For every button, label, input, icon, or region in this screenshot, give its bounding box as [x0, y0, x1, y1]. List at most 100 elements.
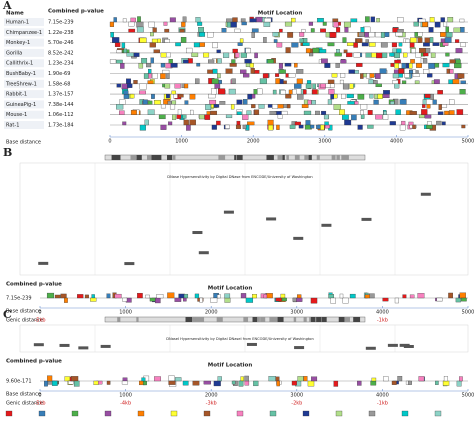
- chromosome-ideogram: [104, 316, 366, 323]
- motif-box: [421, 109, 428, 115]
- motif-box: [145, 294, 150, 299]
- motif-box: [229, 63, 237, 67]
- ideogram-band: [195, 317, 201, 322]
- motif-box: [279, 28, 283, 33]
- motif-box: [231, 78, 236, 84]
- motif-box: [348, 69, 355, 74]
- motif-box: [206, 111, 211, 115]
- motif-box: [157, 38, 161, 43]
- motif-box: [239, 38, 244, 43]
- axis-tick-label: 1000: [119, 393, 132, 399]
- motif-box: [113, 17, 117, 23]
- motif-box: [329, 32, 337, 38]
- motif-box: [253, 89, 258, 95]
- motif-box: [432, 42, 440, 46]
- dnase-signal: [293, 236, 304, 240]
- ideogram-band: [341, 155, 348, 160]
- motif-box: [380, 32, 385, 38]
- motif-box: [130, 17, 136, 23]
- motif-box: [170, 63, 178, 68]
- ideogram-band: [245, 317, 249, 322]
- motif-box: [106, 380, 111, 385]
- text: Combined p-value: [6, 359, 62, 365]
- motif-box: [320, 83, 326, 89]
- motif-box: [409, 42, 415, 49]
- motif-box: [292, 89, 297, 95]
- motif-box: [432, 99, 437, 105]
- motif-box: [247, 121, 255, 126]
- motif-box: [199, 114, 205, 120]
- motif-box: [114, 293, 122, 299]
- motif-box: [297, 93, 304, 100]
- motif-box: [330, 297, 336, 304]
- motif-box: [405, 38, 410, 43]
- ideogram-band: [234, 155, 237, 160]
- motif-box: [342, 297, 349, 304]
- motif-box: [437, 111, 444, 115]
- motif-box: [351, 114, 357, 121]
- motif-box: [312, 89, 318, 95]
- motif-box: [153, 49, 160, 54]
- motif-box: [320, 28, 326, 33]
- motif-box: [303, 376, 308, 382]
- text: Rabbit-1: [6, 92, 27, 98]
- motif-box: [129, 93, 135, 99]
- motif-box: [217, 73, 221, 79]
- motif-box: [284, 21, 293, 27]
- ideogram-band: [341, 317, 348, 322]
- motif-box: [68, 380, 74, 385]
- motif-box: [142, 99, 148, 105]
- motif-box: [320, 124, 325, 131]
- motif-box: [149, 297, 156, 302]
- motif-box: [154, 376, 161, 382]
- dnase-signal: [78, 346, 89, 350]
- ideogram-band: [199, 317, 205, 322]
- motif-box: [174, 297, 182, 302]
- motif-box: [332, 18, 339, 23]
- motif-box: [427, 121, 432, 126]
- motif-box: [330, 93, 334, 100]
- motif-box: [272, 104, 278, 109]
- track-title: DNaseI Hypersensitivity by Digital DNase…: [166, 337, 314, 341]
- motif-box: [168, 380, 176, 385]
- axis-tick-label: 3000: [290, 310, 303, 316]
- motif-box: [253, 380, 259, 387]
- motif-box: [73, 380, 80, 387]
- motif-box: [443, 21, 448, 27]
- motif-box: [276, 380, 280, 387]
- text: B: [3, 146, 12, 159]
- motif-box: [423, 42, 430, 47]
- motif-box: [401, 120, 406, 126]
- motif-box: [455, 297, 461, 303]
- motif-box: [217, 376, 222, 382]
- motif-box: [461, 297, 467, 302]
- motif-box: [398, 42, 403, 47]
- motif-box: [242, 124, 247, 130]
- motif-box: [340, 73, 346, 78]
- motif-box: [183, 293, 189, 299]
- motif-box: [289, 124, 296, 129]
- ideogram-band: [336, 155, 340, 160]
- motif-box: [360, 73, 364, 79]
- motif-box: [394, 83, 400, 89]
- motif-box: [287, 32, 294, 38]
- motif-box: [226, 18, 234, 23]
- motif-box: [375, 83, 382, 88]
- motif-box: [219, 101, 226, 105]
- motif-box: [234, 52, 240, 58]
- text: Motif Location: [208, 363, 253, 369]
- motif-box: [240, 376, 244, 382]
- browser-frame: [19, 162, 469, 276]
- motif-box: [327, 99, 333, 105]
- ideogram-band: [310, 317, 316, 322]
- motif-box: [47, 375, 53, 382]
- motif-box: [208, 93, 216, 99]
- motif-box: [443, 376, 448, 382]
- motif-box: [218, 79, 222, 84]
- motif-box: [182, 16, 187, 23]
- motif-box: [434, 21, 441, 28]
- motif-box: [365, 52, 372, 58]
- motif-box: [237, 42, 243, 46]
- motif-box: [342, 114, 349, 120]
- motif-box: [422, 21, 428, 27]
